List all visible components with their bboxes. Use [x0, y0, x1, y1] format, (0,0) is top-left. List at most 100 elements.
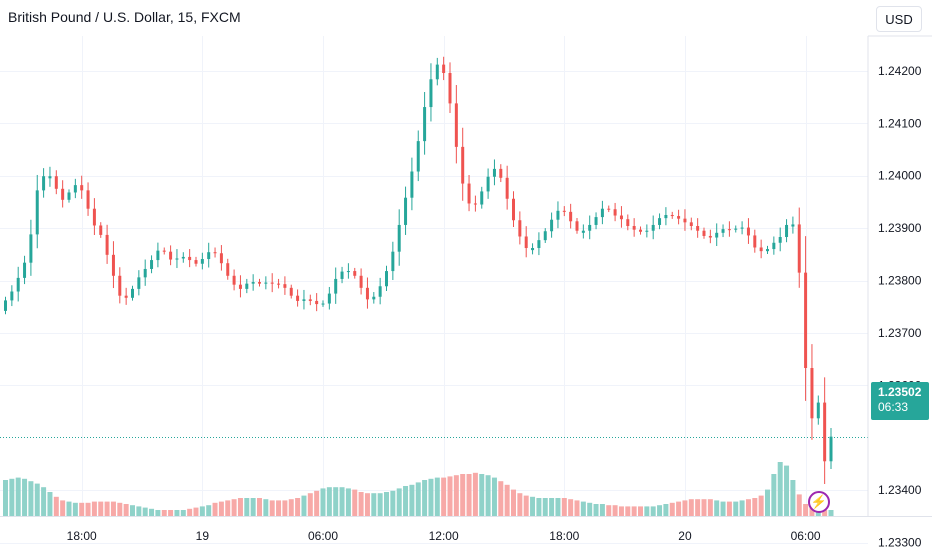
volume-bar [263, 499, 269, 516]
volume-bar [174, 510, 180, 516]
candle-body [86, 190, 90, 209]
candle-body [442, 64, 446, 73]
candle-body [232, 275, 236, 285]
candle-body [766, 249, 769, 252]
volume-bar [276, 500, 282, 516]
grid-lines [0, 36, 868, 544]
candle-body [23, 262, 27, 278]
candle-body [67, 192, 71, 200]
candle-body [327, 293, 331, 304]
candle-body [283, 284, 287, 288]
candle-body [251, 282, 255, 284]
price-axis: 1.233001.234001.236001.237001.238001.239… [878, 64, 922, 550]
volume-bar [638, 506, 643, 516]
lightning-bolt-icon[interactable]: ⚡ [808, 491, 830, 513]
volume-bar [295, 498, 301, 516]
volume-bar [707, 499, 713, 516]
candle-body [581, 230, 585, 233]
volume-bar [123, 504, 129, 516]
candle-body [111, 254, 115, 276]
candle-body [340, 271, 344, 279]
candle-body [321, 303, 325, 305]
volume-bar [498, 481, 504, 516]
volume-bar [72, 502, 78, 516]
candle-body [150, 260, 154, 269]
volume-bar [257, 498, 262, 516]
candle-body [296, 295, 300, 301]
volume-bar [415, 482, 421, 516]
time-axis-label: 19 [196, 529, 210, 543]
volume-bar [345, 488, 351, 516]
volume-bar [320, 488, 326, 516]
candle-body [727, 229, 731, 231]
volume-bar [434, 477, 440, 516]
price-axis-label: 1.23700 [878, 326, 922, 340]
volume-bar [98, 501, 104, 516]
volume-bar [790, 480, 796, 516]
candle-body [162, 250, 166, 252]
volume-bar [530, 496, 536, 516]
volume-bar [301, 495, 307, 516]
volume-bar [682, 500, 688, 516]
volume-bar [428, 478, 434, 516]
candle-body [619, 215, 623, 220]
volume-bar [161, 510, 167, 516]
candle-body [391, 251, 395, 272]
volume-bar [555, 498, 561, 516]
chart-title: British Pound / U.S. Dollar, 15, FXCM [8, 9, 241, 25]
volume-bar [409, 484, 415, 516]
candle-body [613, 209, 617, 216]
last-price-value: 1.23502 [878, 385, 922, 399]
volume-bar [326, 487, 332, 516]
candle-body [804, 272, 808, 369]
volume-bar [377, 493, 383, 516]
volume-bar [828, 510, 834, 516]
currency-button[interactable]: USD [876, 6, 922, 32]
candle-body [683, 218, 687, 223]
candle-body [169, 251, 173, 260]
volume-bar [485, 475, 491, 516]
time-axis-label: 06:00 [308, 529, 338, 543]
volume-bar [714, 500, 720, 516]
volume-bar [758, 495, 764, 516]
candle-body [105, 234, 109, 255]
candle-body [315, 300, 319, 305]
volume-bar [536, 498, 542, 516]
price-axis-label: 1.24000 [878, 169, 922, 183]
volume-bar [523, 495, 529, 516]
candle-body [10, 291, 14, 301]
volume-bar [364, 493, 370, 516]
candle-body [124, 295, 128, 298]
volume-bar [117, 502, 123, 516]
candle-body [35, 190, 39, 235]
candle-body [505, 177, 509, 199]
volume-bar [568, 499, 574, 516]
volume-bar [574, 500, 580, 516]
volume-bar [822, 510, 828, 516]
candle-body [562, 210, 566, 212]
volume-bar [371, 493, 377, 516]
candle-body [372, 296, 376, 300]
time-axis-label: 12:00 [429, 529, 459, 543]
candle-body [499, 168, 503, 178]
volume-bar [593, 504, 599, 516]
volume-bar [352, 489, 358, 516]
candle-body [492, 168, 496, 177]
candle-body [61, 188, 65, 200]
candle-body [753, 235, 757, 248]
volume-bar [225, 500, 231, 516]
volume-bar [403, 486, 409, 516]
volume-bar [180, 510, 186, 516]
volume-bar [472, 472, 478, 516]
volume-bar [765, 489, 770, 516]
price-axis-label: 1.23300 [878, 536, 922, 550]
candle-body [480, 191, 484, 205]
candle-body [677, 216, 681, 219]
candle-body [689, 222, 693, 227]
volume-bar [339, 487, 345, 516]
volume-bar [47, 492, 53, 516]
volume-bar [549, 498, 555, 516]
volume-bar [625, 506, 631, 516]
candle-body [378, 286, 382, 297]
